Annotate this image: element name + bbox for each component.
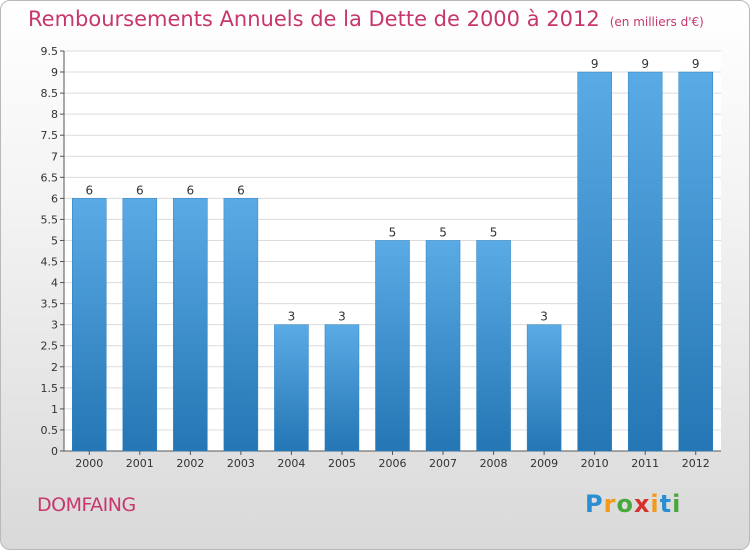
y-tick-label: 6.5 [41, 171, 59, 184]
data-label: 5 [439, 225, 447, 239]
bar [72, 198, 107, 452]
bar [577, 71, 612, 452]
data-label: 3 [338, 310, 346, 324]
x-tick-label: 2012 [682, 457, 710, 470]
y-tick-label: 3 [51, 319, 58, 332]
bar [627, 71, 663, 452]
y-tick-label: 2.5 [41, 340, 59, 353]
x-tick-label: 2005 [328, 457, 356, 470]
bar [526, 324, 562, 452]
x-tick-label: 2006 [379, 457, 407, 470]
title-main: Remboursements Annuels de la Dette de 20… [28, 7, 600, 31]
y-tick-label: 7.5 [41, 129, 59, 142]
data-label: 6 [237, 183, 245, 197]
y-tick-label: 3.5 [41, 298, 59, 311]
y-tick-label: 1 [51, 403, 58, 416]
data-label: 6 [136, 183, 144, 197]
chart-title: Remboursements Annuels de la Dette de 20… [28, 7, 704, 31]
x-tick-label: 2011 [631, 457, 659, 470]
y-tick-label: 0.5 [41, 424, 59, 437]
data-label: 9 [591, 57, 599, 71]
bar [375, 240, 410, 452]
y-tick-label: 0 [51, 445, 58, 458]
x-tick-label: 2001 [126, 457, 154, 470]
data-label: 3 [540, 310, 548, 324]
y-tick-label: 9 [51, 66, 58, 79]
y-tick-label: 6 [51, 192, 58, 205]
data-label: 6 [187, 183, 195, 197]
x-tick-label: 2008 [480, 457, 508, 470]
logo-letter: i [650, 490, 660, 518]
logo-letter: i [672, 490, 682, 518]
title-unit: (en milliers d'€) [609, 15, 704, 29]
logo-letter: x [633, 490, 651, 518]
y-tick-label: 9.5 [41, 45, 59, 58]
y-tick-label: 5 [51, 234, 58, 247]
bar [173, 198, 208, 452]
y-tick-label: 8.5 [41, 87, 59, 100]
y-tick-label: 2 [51, 361, 58, 374]
logo-letter: P [585, 490, 604, 518]
x-tick-label: 2000 [75, 457, 103, 470]
y-tick-label: 7 [51, 150, 58, 163]
bar [425, 240, 461, 452]
data-label: 5 [490, 225, 498, 239]
x-tick-label: 2007 [429, 457, 457, 470]
bar [274, 324, 309, 452]
x-tick-label: 2009 [530, 457, 558, 470]
logo-letter: t [659, 490, 673, 518]
commune-name: DOMFAING [37, 494, 136, 516]
y-tick-label: 8 [51, 108, 58, 121]
y-tick-label: 4.5 [41, 256, 59, 269]
bar [122, 198, 158, 452]
bar [678, 71, 713, 452]
y-tick-label: 5.5 [41, 213, 59, 226]
bar [324, 324, 360, 452]
logo-letter: r [603, 490, 617, 518]
data-label: 5 [389, 225, 397, 239]
data-label: 9 [692, 57, 700, 71]
y-tick-label: 4 [51, 277, 58, 290]
proxiti-logo: Proxiti [585, 490, 681, 518]
x-tick-label: 2003 [227, 457, 255, 470]
x-tick-label: 2010 [581, 457, 609, 470]
data-label: 9 [641, 57, 649, 71]
bar [476, 240, 511, 452]
x-tick-label: 2002 [176, 457, 204, 470]
bar [223, 198, 259, 452]
y-tick-label: 1.5 [41, 382, 59, 395]
logo-letter: o [616, 490, 634, 518]
data-label: 3 [288, 310, 296, 324]
data-label: 6 [85, 183, 93, 197]
x-tick-label: 2004 [277, 457, 305, 470]
